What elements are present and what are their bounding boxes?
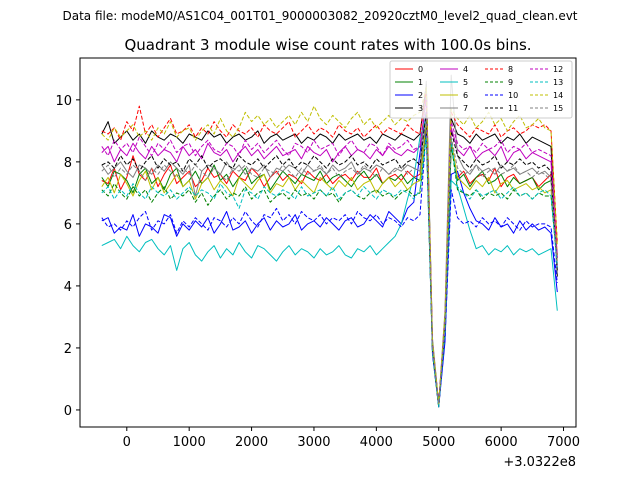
x-tick-label: 4000 [360,435,393,450]
legend-label-15: 15 [553,104,563,113]
legend-label-7: 7 [463,104,468,113]
legend-label-1: 1 [418,78,423,87]
series-line-3 [101,83,558,405]
y-tick-label: 2 [64,342,72,357]
series-line-9 [101,133,558,408]
legend-label-12: 12 [553,65,563,74]
legend-label-9: 9 [508,78,513,87]
legend-label-14: 14 [553,91,563,100]
series-line-1 [101,124,558,408]
x-tick-label: 2000 [235,435,268,450]
x-axis: 0 1000 2000 3000 4000 5000 6000 7000 [123,427,580,450]
x-tick-label: 0 [123,435,131,450]
series-line-10 [101,130,558,408]
legend-label-3: 3 [418,104,423,113]
legend-label-4: 4 [463,65,468,74]
x-tick-label: 3000 [297,435,330,450]
series-line-15 [101,118,558,405]
x-tick-label: 1000 [173,435,206,450]
y-axis: 0 2 4 6 8 10 [55,94,80,419]
legend-label-10: 10 [508,91,518,100]
x-tick-label: 6000 [485,435,518,450]
series-line-14 [101,87,558,405]
legend-label-6: 6 [463,91,468,100]
legend-label-8: 8 [508,65,513,74]
series-layer [101,74,558,408]
suptitle: Data file: modeM0/AS1C04_001T01_90000030… [62,9,577,23]
x-tick-label: 7000 [547,435,580,450]
plot-frame [79,57,577,428]
series-line-12 [101,99,558,405]
legend-label-11: 11 [508,104,518,113]
x-tick-label: 5000 [422,435,455,450]
y-tick-label: 8 [64,156,72,171]
y-tick-label: 0 [64,404,72,419]
legend-box [389,60,573,119]
y-tick-label: 10 [55,94,72,109]
series-line-11 [101,111,558,405]
series-line-8 [101,90,558,405]
series-line-7 [101,74,558,405]
chart-title: Quadrant 3 module wise count rates with … [124,36,531,54]
legend-label-5: 5 [463,78,468,87]
x-offset-text: +3.0322e8 [503,455,576,470]
series-line-4 [101,96,558,405]
series-line-13 [101,136,558,408]
legend-label-2: 2 [418,91,423,100]
legend-label-0: 0 [418,65,423,74]
y-tick-label: 6 [64,218,72,233]
series-line-5 [101,118,558,405]
legend-label-13: 13 [553,78,563,87]
y-tick-label: 4 [64,280,72,295]
